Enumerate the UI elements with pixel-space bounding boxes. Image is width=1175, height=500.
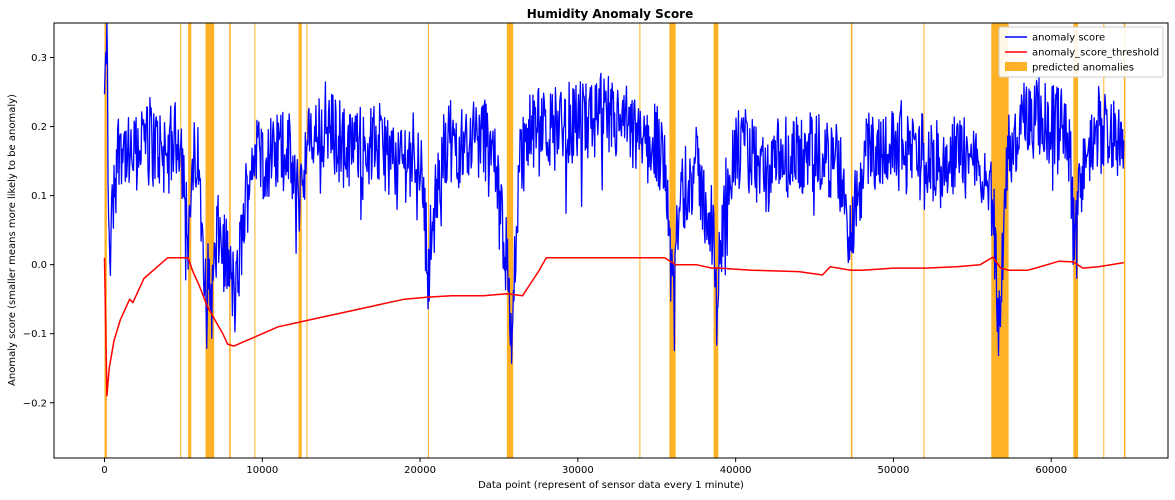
threshold-line	[103, 256, 1124, 397]
anomaly-region	[104, 23, 107, 458]
anomaly-region	[205, 23, 215, 458]
anomaly-region	[923, 23, 925, 458]
legend-swatch-anomalies	[1005, 62, 1027, 71]
x-tick-label: 20000	[404, 465, 436, 476]
x-tick-label: 50000	[878, 465, 910, 476]
anomaly-region	[180, 23, 182, 458]
legend-label-anomaly-score: anomaly score	[1032, 33, 1105, 44]
legend-label-anomalies: predicted anomalies	[1032, 63, 1134, 74]
anomaly-region	[229, 23, 231, 458]
anomaly-region	[1103, 23, 1105, 458]
anomaly-region	[506, 23, 514, 458]
x-tick-label: 40000	[720, 465, 752, 476]
y-tick-label: −0.2	[23, 398, 47, 409]
y-tick-label: 0.0	[31, 260, 47, 271]
x-tick-label: 10000	[246, 465, 278, 476]
y-axis-ticks: −0.2 −0.1 0.0 0.1 0.2 0.3	[23, 53, 54, 409]
anomaly-region	[306, 23, 308, 458]
anomaly-region	[254, 23, 256, 458]
x-tick-label: 60000	[1035, 465, 1067, 476]
y-tick-label: 0.1	[31, 191, 47, 202]
anomaly-region	[298, 23, 302, 458]
anomaly-region	[188, 23, 192, 458]
x-tick-label: 30000	[562, 465, 594, 476]
y-tick-label: 0.3	[31, 53, 47, 64]
anomaly-region	[427, 23, 429, 458]
series-layer	[103, 22, 1125, 397]
chart-title: Humidity Anomaly Score	[527, 7, 694, 21]
y-tick-label: −0.1	[23, 329, 47, 340]
legend: anomaly score anomaly_score_threshold pr…	[998, 26, 1164, 78]
legend-label-threshold: anomaly_score_threshold	[1032, 48, 1159, 59]
x-axis-ticks: 0 10000 20000 30000 40000 50000 60000	[101, 458, 1067, 476]
plot-frame	[53, 22, 1169, 459]
anomaly-region	[1073, 23, 1079, 458]
x-axis-label: Data point (represent of sensor data eve…	[478, 480, 744, 491]
y-tick-label: 0.2	[31, 122, 47, 133]
legend-box	[998, 26, 1164, 78]
predicted-anomalies-layer	[104, 23, 1126, 458]
anomaly-region	[991, 23, 1009, 458]
y-axis-label: Anomaly score (smaller means more likely…	[7, 94, 18, 386]
anomaly-region	[639, 23, 641, 458]
anomaly-region	[713, 23, 719, 458]
anomaly-region	[669, 23, 676, 458]
anomaly-region	[1123, 23, 1126, 458]
x-tick-label: 0	[101, 465, 107, 476]
anomaly-score-line	[103, 22, 1125, 364]
